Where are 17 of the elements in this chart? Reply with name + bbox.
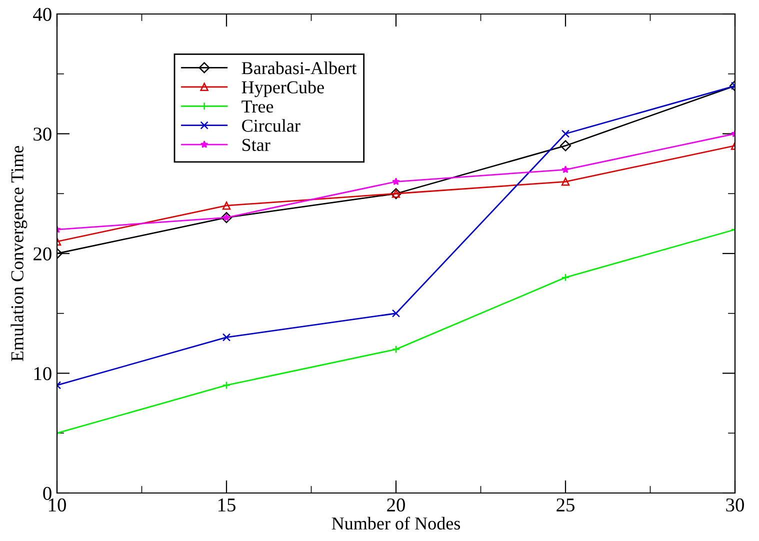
legend-label: Circular [242, 119, 300, 132]
y-tick-label: 10 [34, 367, 52, 380]
y-axis-title: Emulation Convergence Time [10, 146, 28, 362]
x-tick-label: 10 [48, 498, 66, 512]
x-axis-title: Number of Nodes [332, 516, 460, 530]
x-tick-label: 25 [556, 498, 574, 512]
x-tick-label: 30 [726, 498, 744, 512]
y-tick-label: 0 [43, 486, 52, 500]
legend-label: Tree [242, 100, 274, 113]
y-tick-label: 20 [34, 247, 52, 260]
legend-label: HyperCube [242, 80, 324, 98]
y-tick-label: 40 [33, 8, 52, 21]
x-tick-label: 15 [218, 498, 236, 512]
legend-label: Star [242, 138, 270, 152]
x-tick-label: 20 [387, 498, 405, 512]
legend-label: Barabasi-Albert [242, 61, 357, 74]
y-tick-label: 30 [34, 128, 52, 141]
